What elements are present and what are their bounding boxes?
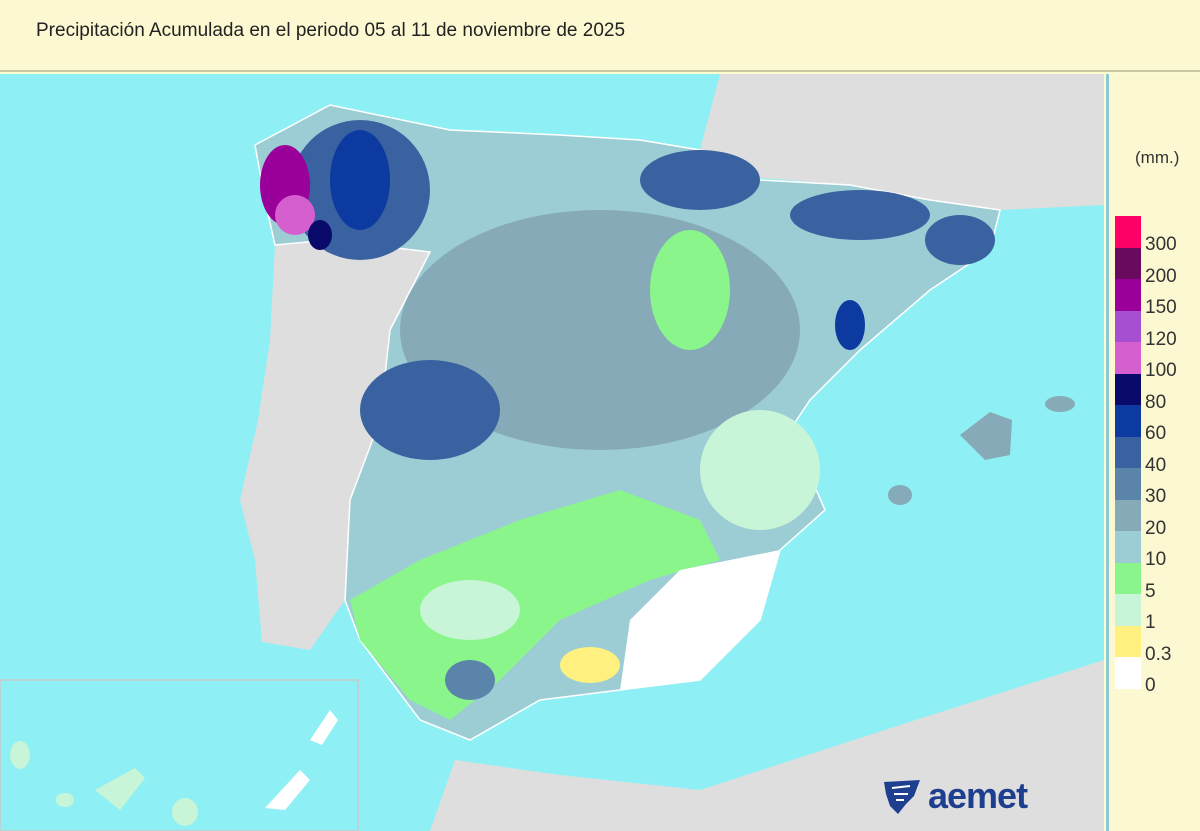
legend-swatch — [1115, 247, 1141, 279]
legend-swatch — [1115, 279, 1141, 311]
legend-swatch — [1115, 373, 1141, 405]
aemet-logo: aemet — [880, 774, 1028, 818]
legend-swatch — [1115, 405, 1141, 437]
legend-label: 20 — [1145, 517, 1167, 539]
title-bar: Precipitación Acumulada en el periodo 05… — [0, 0, 1200, 72]
balearic-menorca — [1045, 396, 1075, 412]
legend-label: 120 — [1145, 328, 1177, 350]
legend-swatch — [1115, 216, 1141, 248]
legend-swatch — [1115, 594, 1141, 626]
legend-label: 0.3 — [1145, 643, 1172, 665]
balearic-ibiza — [888, 485, 912, 505]
legend-label: 150 — [1145, 297, 1177, 318]
legend-swatch — [1115, 562, 1141, 594]
legend-swatch — [1115, 657, 1141, 689]
map-title: Precipitación Acumulada en el periodo 05… — [36, 20, 626, 41]
legend-label: 10 — [1145, 549, 1167, 570]
legend-label: 80 — [1145, 391, 1167, 413]
legend-swatch — [1115, 625, 1141, 657]
canary-islands — [10, 710, 338, 826]
balearic-mallorca — [960, 412, 1012, 460]
legend-label: 40 — [1145, 454, 1167, 476]
legend-swatch — [1115, 468, 1141, 500]
legend-swatch — [1115, 342, 1141, 374]
legend-label: 0 — [1145, 675, 1156, 696]
legend-label: 60 — [1145, 423, 1167, 444]
legend-label: 300 — [1145, 234, 1177, 255]
legend-label: 5 — [1145, 580, 1156, 602]
legend-label: 100 — [1145, 360, 1177, 381]
legend-swatch — [1115, 531, 1141, 563]
legend-swatch — [1115, 310, 1141, 342]
legend-label: 1 — [1145, 612, 1156, 633]
legend: (mm.) 300 200 150 120 100 80 60 40 30 20 10 5 1 0.3 0 — [1106, 74, 1200, 831]
legend-swatch — [1115, 436, 1141, 468]
legend-unit: (mm.) — [1135, 148, 1180, 167]
aemet-emblem-icon — [884, 780, 920, 814]
canary-inset — [0, 679, 359, 831]
legend-label: 200 — [1145, 265, 1177, 287]
legend-label: 30 — [1145, 486, 1167, 507]
portugal — [240, 240, 430, 650]
legend-swatch — [1115, 499, 1141, 531]
precip-zones — [260, 120, 995, 720]
precipitation-map — [0, 74, 1104, 831]
france — [700, 74, 1104, 210]
logo-text: aemet — [928, 775, 1028, 816]
africa — [430, 660, 1104, 831]
